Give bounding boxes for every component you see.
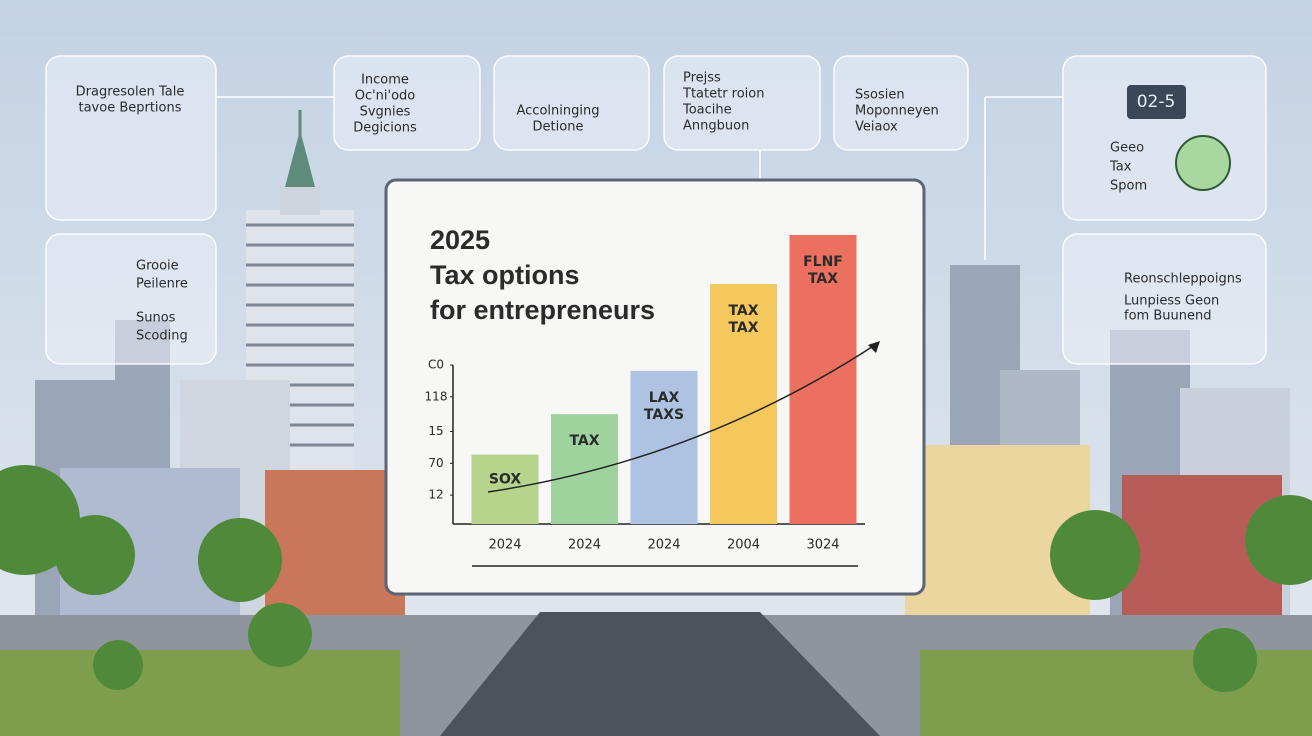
panel-text: Accolninging: [517, 104, 600, 119]
clock: [1175, 135, 1231, 191]
panel-text: Dragresolen Tale: [76, 85, 185, 100]
panel-text: Veiaox: [855, 120, 898, 135]
trend-arrow: [487, 342, 879, 493]
info-panel: [45, 55, 217, 221]
info-panel: [1062, 55, 1267, 221]
bar-label: SOX: [489, 472, 521, 488]
panel-text: Lunpiess Geon: [1124, 294, 1219, 309]
bar-label: FLNF: [803, 254, 843, 270]
y-tick-label: 118: [425, 389, 448, 403]
bar-label: TAX: [569, 433, 599, 449]
bar-label: TAX: [728, 303, 758, 319]
bar-label: LAX: [649, 390, 680, 406]
panel-text: Ttatetr roion: [682, 87, 765, 102]
chart-title: 2025: [430, 225, 490, 255]
bar: [551, 414, 618, 524]
connector-lines: [216, 96, 1063, 260]
panel-text: Ssosien: [855, 88, 905, 103]
info-panel: [663, 55, 821, 151]
bar-label: TAX: [808, 271, 838, 287]
x-tick-label: 2024: [488, 538, 521, 553]
arrow-head: [868, 341, 880, 353]
lawn: [0, 650, 400, 736]
panel-text: Grooie: [136, 259, 179, 274]
panel-text: Sunos: [136, 311, 176, 326]
info-panel: [833, 55, 969, 151]
y-tick-label: C0: [428, 358, 444, 372]
panel-text: Geeo: [1110, 141, 1144, 156]
panel-text: Degicions: [353, 121, 417, 136]
panel-text: Detione: [533, 120, 584, 135]
bar-label: TAX: [728, 320, 758, 336]
panel-text: Income: [361, 73, 409, 88]
x-tick-label: 2024: [568, 538, 601, 553]
panel-text: Tax: [1109, 160, 1132, 175]
x-tick-label: 2004: [727, 538, 760, 553]
info-panel: [333, 55, 481, 151]
y-tick-label: 12: [428, 488, 443, 502]
info-panel: [45, 233, 217, 365]
badge: [1127, 85, 1186, 119]
panel-text: Oc'ni'odo: [355, 89, 416, 104]
info-panel: [493, 55, 650, 151]
bar: [710, 284, 777, 524]
chart: 2025 Tax options for entrepreneurs C0 118 15 7…: [425, 225, 857, 553]
bar-label: TAXS: [644, 407, 684, 423]
panel-text: Reonschleppoigns: [1124, 272, 1242, 287]
panel-text: Moponneyen: [855, 104, 939, 119]
y-tick-label: 15: [428, 424, 443, 438]
info-panel: [1062, 233, 1267, 365]
bar: [630, 370, 698, 524]
panel-text: fom Buunend: [1124, 309, 1211, 324]
bar: [789, 235, 857, 524]
y-tick-label: 70: [428, 456, 443, 470]
panel-text: Anngbuon: [683, 119, 749, 134]
chart-title: Tax options: [430, 260, 580, 290]
panel-text: Peilenre: [136, 277, 188, 292]
panel-text: Spom: [1110, 179, 1147, 194]
badge-text: 02-5: [1137, 92, 1176, 112]
panel-text: Scoding: [136, 329, 188, 344]
x-tick-label: 3024: [806, 538, 839, 553]
panel-text: Prejss: [683, 71, 721, 86]
road: [440, 612, 880, 736]
panel-text: Toacihe: [682, 103, 732, 118]
x-tick-label: 2024: [647, 538, 680, 553]
panel-text: Svgnies: [360, 105, 411, 120]
panel-text: tavoe Beprtions: [78, 101, 181, 116]
chart-title: for entrepreneurs: [430, 295, 655, 325]
